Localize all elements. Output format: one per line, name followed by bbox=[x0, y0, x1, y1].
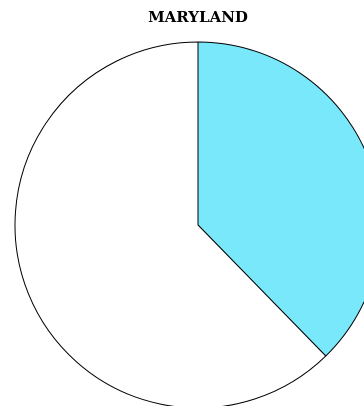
pie-slice bbox=[197, 41, 364, 357]
pie-slice bbox=[14, 41, 327, 406]
chart-title: MARYLAND bbox=[148, 8, 248, 26]
pie bbox=[14, 41, 364, 406]
